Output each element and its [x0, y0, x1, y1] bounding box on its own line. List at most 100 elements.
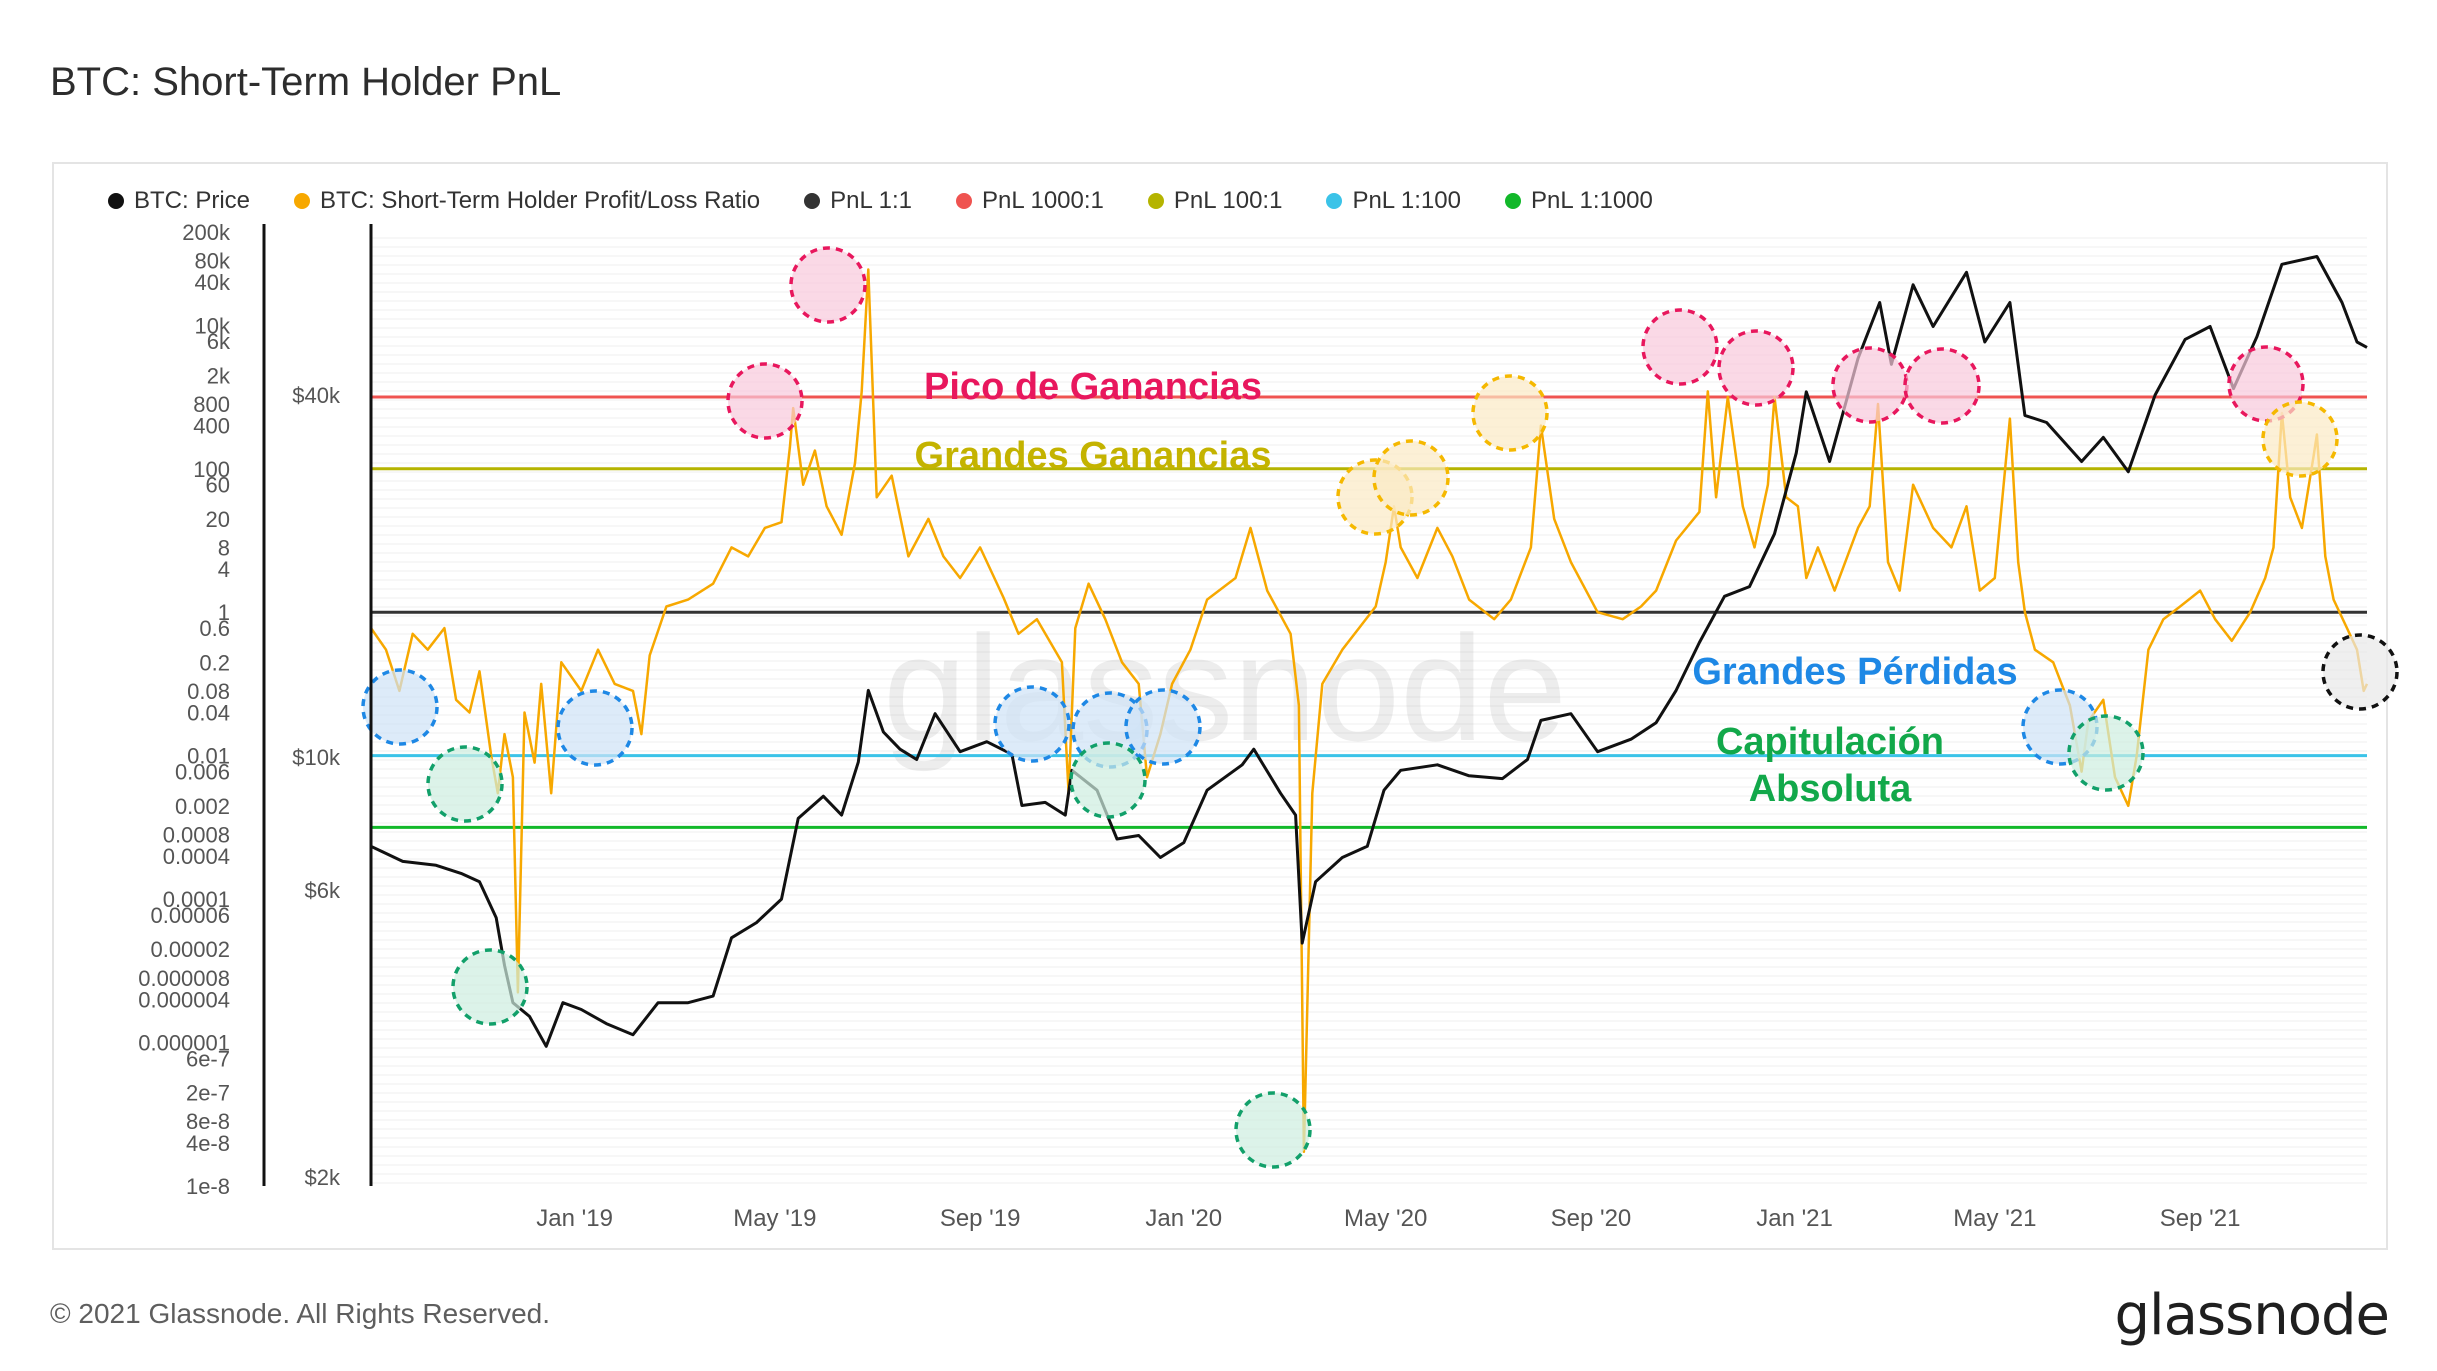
left-tick-label: 0.08 [187, 679, 230, 704]
left-tick-label: 2k [207, 363, 231, 388]
highlight-circle-pink [1903, 347, 1981, 425]
x-tick-label: May '19 [733, 1205, 816, 1232]
highlight-circle-green [426, 745, 504, 823]
right-tick-label: $40k [292, 383, 341, 408]
left-tick-label: 0.0008 [163, 822, 230, 847]
legend-item[interactable]: BTC: Price [108, 187, 250, 215]
legend-dot-icon [804, 193, 821, 209]
right-tick-label: $10k [292, 745, 341, 770]
right-axis-ticks: $40k $10k $6k $2k [292, 383, 341, 1190]
legend-dot-icon [1504, 193, 1521, 209]
annotation-grandes-perdidas: Grandes Pérdidas [1692, 651, 2017, 693]
left-tick-label: 4 [218, 557, 230, 582]
x-tick-label: Jan '21 [1756, 1205, 1833, 1232]
left-tick-label: 100 [193, 457, 230, 482]
highlight-circle-yellow [1471, 374, 1549, 452]
left-tick-label: 0.01 [187, 744, 230, 769]
legend-label: PnL 1:1 [830, 187, 912, 214]
left-tick-label: 20 [206, 507, 230, 532]
left-tick-label: 40k [195, 270, 231, 295]
left-tick-label: 0.00002 [150, 937, 230, 962]
highlight-circle-pink [726, 362, 804, 440]
legend-label: PnL 1:100 [1352, 187, 1461, 214]
highlight-circle-green [2067, 714, 2145, 792]
x-tick-label: May '21 [1953, 1205, 2036, 1232]
left-tick-label: 1 [218, 600, 230, 625]
highlight-circle-pink [1641, 308, 1719, 386]
annotation-pico-de-ganancias: Pico de Ganancias [924, 366, 1262, 408]
legend-dot-icon [1147, 193, 1164, 209]
legend-item[interactable]: PnL 1:1000 [1504, 187, 1653, 215]
reference-lines [371, 395, 2367, 829]
x-tick-label: Sep '21 [2160, 1205, 2241, 1232]
legend-label: PnL 1:1000 [1530, 187, 1653, 214]
highlight-circle-pink [789, 246, 867, 324]
annotation-absoluta: Absoluta [1749, 768, 1912, 810]
legend-label: BTC: Short-Term Holder Profit/Loss Ratio [320, 187, 761, 214]
highlight-circle-green [1069, 741, 1147, 819]
x-tick-label: Jan '20 [1145, 1205, 1222, 1232]
x-tick-label: May '20 [1344, 1205, 1427, 1232]
highlight-circle-yellow [1372, 439, 1450, 517]
legend-item[interactable]: PnL 1:1 [804, 187, 912, 215]
legend-dot-icon [1326, 193, 1343, 209]
x-tick-label: Sep '19 [940, 1205, 1021, 1232]
annotation-circles [361, 246, 2399, 1169]
left-tick-label: 8e-8 [186, 1109, 230, 1134]
axes [262, 224, 373, 1186]
left-tick-label: 800 [193, 392, 230, 417]
highlight-circle-black [2321, 633, 2399, 711]
highlight-circle-yellow [2261, 400, 2339, 478]
x-tick-label: Jan '19 [536, 1205, 613, 1232]
left-tick-label: 0.0004 [163, 844, 230, 869]
highlight-circle-green [1234, 1091, 1312, 1169]
left-tick-label: 0.2 [199, 650, 230, 675]
highlight-circle-green [451, 948, 529, 1026]
left-tick-label: 6e-7 [186, 1046, 230, 1071]
gridlines [371, 237, 2367, 1184]
legend-label: PnL 100:1 [1173, 187, 1283, 214]
copyright-text: © 2021 Glassnode. All Rights Reserved. [50, 1298, 551, 1329]
left-tick-label: 0.006 [175, 760, 230, 785]
legend-item[interactable]: PnL 1:100 [1326, 187, 1461, 215]
glassnode-logo: glassnode [2114, 1283, 2390, 1348]
left-tick-label: 0.00006 [150, 903, 230, 928]
legend-dot-icon [294, 193, 311, 209]
left-tick-label: 80k [195, 249, 231, 274]
left-tick-label: 6k [207, 329, 231, 354]
watermark: glassnode [883, 604, 1567, 772]
highlight-circle-blue [993, 685, 1071, 763]
x-tick-label: Sep '20 [1551, 1205, 1632, 1232]
legend-item[interactable]: PnL 100:1 [1147, 187, 1283, 215]
left-tick-label: 400 [193, 414, 230, 439]
left-tick-label: 60 [206, 473, 230, 498]
highlight-circle-blue [361, 668, 439, 746]
legend-label: BTC: Price [134, 187, 251, 214]
left-tick-label: 4e-8 [186, 1131, 230, 1156]
left-tick-label: 10k [195, 313, 231, 338]
left-tick-label: 0.04 [187, 700, 230, 725]
highlight-circle-blue [556, 689, 634, 767]
right-tick-label: $2k [305, 1165, 341, 1190]
left-tick-label: 0.000004 [138, 987, 230, 1012]
legend-dot-icon [108, 193, 124, 209]
left-tick-label: 200k [182, 220, 231, 245]
legend-item[interactable]: BTC: Short-Term Holder Profit/Loss Ratio [294, 187, 760, 215]
left-tick-label: 0.000001 [138, 1031, 230, 1056]
legend-dot-icon [956, 193, 972, 209]
annotation-grandes-ganancias: Grandes Ganancias [915, 435, 1272, 477]
right-tick-label: $6k [305, 878, 341, 903]
legend-item[interactable]: PnL 1000:1 [956, 187, 1104, 215]
highlight-circle-pink [1717, 329, 1795, 407]
highlight-circle-blue [1124, 688, 1202, 766]
left-tick-label: 2e-7 [186, 1081, 230, 1106]
chart-legend: BTC: Price BTC: Short-Term Holder Profit/… [108, 186, 1697, 216]
series-line-btc-price [370, 255, 2368, 1048]
left-tick-label: 8 [218, 535, 230, 560]
legend-label: PnL 1000:1 [982, 187, 1104, 214]
annotation-capitulacion: Capitulación [1716, 721, 1944, 763]
highlight-circle-pink [1831, 346, 1909, 424]
left-tick-label: 0.6 [199, 616, 230, 641]
